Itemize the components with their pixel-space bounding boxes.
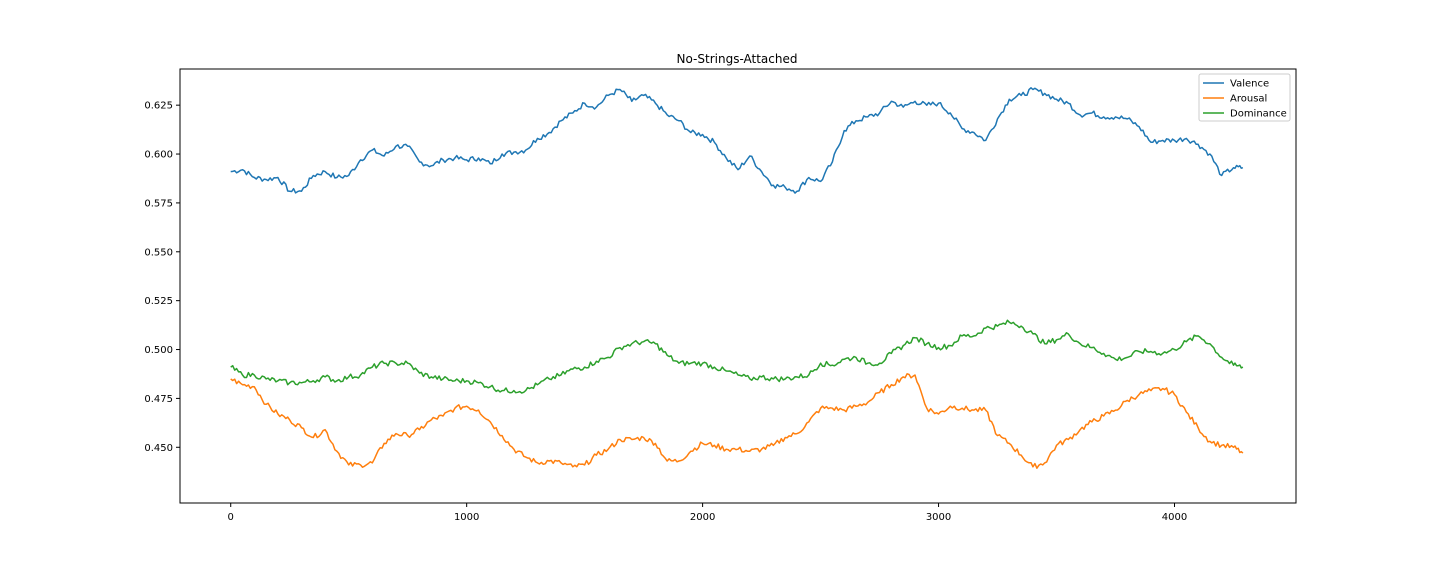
y-tick-label: 0.525 bbox=[144, 296, 173, 307]
plot-frame bbox=[179, 68, 1297, 504]
x-tick-label: 0 bbox=[228, 512, 234, 523]
series-line-valence bbox=[230, 87, 1244, 194]
y-tick-label: 0.575 bbox=[144, 198, 173, 209]
axes-layer: 0 1000 2000 3000 4000 0.450 0.475 0.500 0.525 0.5… bbox=[144, 68, 1297, 523]
x-tick-label: 3000 bbox=[926, 512, 951, 523]
y-tick-label: 0.550 bbox=[144, 247, 173, 258]
legend-label-dominance: Dominance bbox=[1230, 109, 1287, 120]
series-line-dominance bbox=[230, 319, 1244, 394]
legend: Valence Arousal Dominance bbox=[1198, 73, 1291, 122]
legend-label-arousal: Arousal bbox=[1230, 94, 1267, 105]
legend-label-valence: Valence bbox=[1230, 79, 1269, 90]
x-tick-label: 1000 bbox=[454, 512, 479, 523]
x-tick-label: 4000 bbox=[1162, 512, 1187, 523]
y-tick-label: 0.475 bbox=[144, 394, 173, 405]
y-tick-label: 0.500 bbox=[144, 345, 173, 356]
y-tick-label: 0.600 bbox=[144, 150, 173, 161]
y-tick-label: 0.450 bbox=[144, 443, 173, 454]
legend-box bbox=[1198, 73, 1291, 122]
x-tick-label: 2000 bbox=[690, 512, 715, 523]
series-line-arousal bbox=[230, 373, 1244, 469]
chart-title: No-Strings-Attached bbox=[677, 52, 798, 66]
y-tick-label: 0.625 bbox=[144, 101, 173, 112]
series-layer bbox=[230, 87, 1244, 469]
